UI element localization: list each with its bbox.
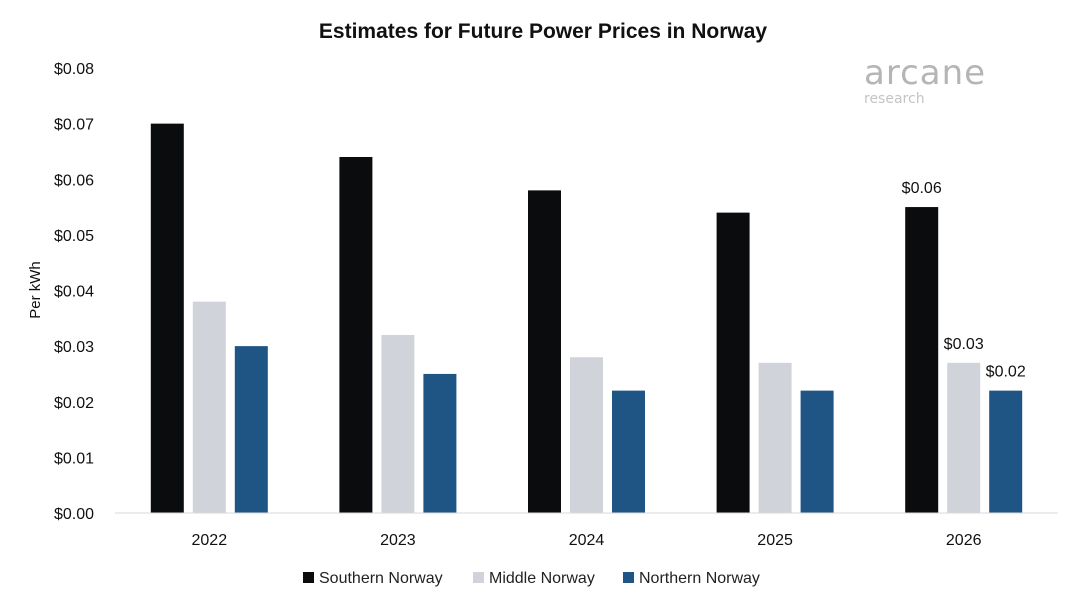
bar-northern-norway-2022 (234, 346, 268, 513)
y-tick-label: $0.07 (54, 117, 94, 134)
bar-middle-norway-2024 (570, 357, 603, 513)
bar-middle-norway-2023 (381, 335, 415, 513)
data-label: $0.03 (944, 336, 984, 353)
y-tick-label: $0.06 (54, 172, 94, 189)
y-tick-label: $0.08 (54, 61, 94, 78)
x-tick-label: 2023 (380, 532, 416, 549)
y-tick-label: $0.02 (54, 395, 94, 412)
y-tick-label: $0.03 (54, 339, 94, 356)
bar-northern-norway-2026 (989, 390, 1023, 513)
logo: arcane research (864, 53, 986, 107)
data-label: $0.06 (902, 180, 942, 197)
y-tick-label: $0.01 (54, 450, 94, 467)
legend: Southern Norway Middle Norway Northern Nor… (303, 570, 760, 587)
bar-southern-norway-2024 (528, 190, 561, 513)
x-tick-label: 2024 (569, 532, 605, 549)
bar-middle-norway-2022 (192, 301, 226, 513)
y-tick-label: $0.00 (54, 506, 94, 523)
legend-swatch (623, 572, 634, 583)
legend-swatch (303, 572, 314, 583)
legend-label: Southern Norway (319, 570, 443, 587)
chart-title: Estimates for Future Power Prices in Nor… (319, 20, 767, 43)
logo-name: arcane (864, 53, 986, 93)
bars (150, 123, 1023, 513)
x-tick-label: 2026 (946, 532, 982, 549)
legend-swatch (473, 572, 484, 583)
data-label: $0.02 (986, 364, 1026, 381)
bar-northern-norway-2025 (800, 390, 834, 513)
y-tick-label: $0.05 (54, 228, 94, 245)
bar-southern-norway-2026 (905, 207, 939, 513)
y-axis-ticks: $0.00 $0.01 $0.02 $0.03 $0.04 $0.05 $0.06 $0.07… (54, 61, 94, 523)
data-labels: $0.06 $0.03$0.02 (902, 180, 1026, 381)
bar-northern-norway-2023 (423, 373, 457, 513)
bar-northern-norway-2024 (612, 390, 645, 513)
x-axis-ticks: 2022 2023 2024 2025 2026 (192, 532, 982, 549)
y-tick-label: $0.04 (54, 284, 94, 301)
legend-label: Northern Norway (639, 570, 760, 587)
bar-middle-norway-2026 (947, 362, 981, 513)
y-axis-label: Per kWh (27, 261, 44, 319)
x-tick-label: 2022 (192, 532, 228, 549)
x-tick-label: 2025 (757, 532, 793, 549)
bar-southern-norway-2025 (716, 212, 750, 513)
bar-middle-norway-2025 (758, 362, 792, 513)
bar-southern-norway-2023 (339, 157, 373, 513)
logo-sub: research (864, 91, 925, 107)
bar-southern-norway-2022 (150, 123, 184, 513)
legend-label: Middle Norway (489, 570, 595, 587)
